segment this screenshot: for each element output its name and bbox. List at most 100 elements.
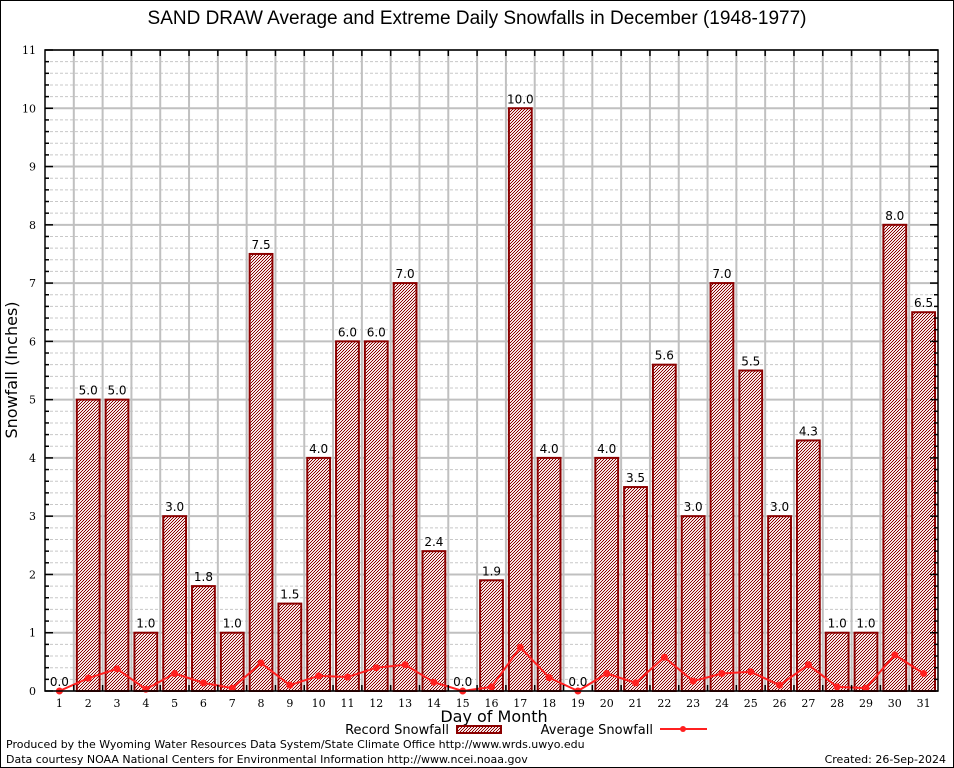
x-tick-label: 9 (286, 697, 293, 710)
bar-label: 7.0 (396, 267, 415, 281)
bars (75, 107, 936, 693)
bar (162, 515, 188, 692)
chart-title: SAND DRAW Average and Extreme Daily Snow… (147, 8, 807, 29)
y-tick-label: 7 (29, 277, 36, 290)
bar (651, 363, 677, 692)
x-axis-label: Day of Month (440, 707, 547, 726)
x-tick-label: 14 (427, 697, 441, 710)
x-tick-label: 5 (171, 697, 178, 710)
legend: Record Snowfall Average Snowfall (345, 723, 707, 738)
y-tick-label: 11 (22, 44, 36, 57)
x-tick-label: 6 (200, 697, 207, 710)
average-point (84, 674, 92, 682)
y-tick-label: 5 (29, 394, 36, 407)
average-point (632, 679, 640, 687)
credit-line-2: Data courtesy NOAA National Centers for … (6, 753, 528, 766)
bar-label: 6.5 (914, 296, 933, 310)
average-point (199, 679, 207, 687)
average-point (804, 661, 812, 669)
average-point (488, 683, 495, 691)
bar (536, 456, 562, 692)
x-tick-label: 27 (801, 697, 815, 710)
x-tick-label: 28 (830, 697, 844, 710)
x-tick-label: 31 (917, 697, 931, 710)
y-tick-label: 4 (29, 452, 36, 465)
bar (507, 107, 533, 693)
bar (248, 252, 274, 692)
x-tick-label: 18 (542, 697, 556, 710)
x-tick-label: 7 (229, 697, 236, 710)
x-tick-label: 2 (85, 697, 92, 710)
average-point (718, 670, 726, 678)
bar-label: 6.0 (367, 325, 386, 339)
bar-label: 3.5 (626, 471, 645, 485)
bar (853, 631, 879, 693)
bar-label: 7.5 (252, 238, 271, 252)
average-point (286, 681, 294, 689)
x-tick-label: 19 (571, 697, 585, 710)
bar-label: 1.8 (194, 570, 213, 584)
bar (392, 282, 418, 692)
average-point (171, 670, 179, 678)
bar-label: 0.0 (568, 675, 587, 689)
created-date: Created: 26-Sep-2024 (824, 753, 946, 766)
y-tick-label: 10 (22, 102, 36, 115)
average-point (401, 661, 409, 669)
legend-label-average: Average Snowfall (541, 723, 653, 738)
x-tick-label: 15 (456, 697, 470, 710)
bar (363, 340, 389, 692)
bar (882, 223, 908, 692)
x-tick-label: 24 (715, 697, 729, 710)
average-point (228, 684, 236, 692)
average-point (372, 664, 380, 672)
x-tick-label: 10 (312, 697, 326, 710)
bar (795, 439, 821, 692)
x-tick-label: 16 (485, 697, 499, 710)
bar (709, 282, 735, 692)
legend-label-record: Record Snowfall (345, 723, 449, 738)
bar (335, 340, 360, 692)
y-tick-label: 8 (29, 219, 36, 232)
y-axis-label: Snowfall (Inches) (2, 301, 21, 438)
bar-label: 6.0 (338, 325, 357, 339)
x-tick-label: 25 (744, 697, 758, 710)
bar-label: 10.0 (507, 92, 534, 106)
x-tick-label: 21 (629, 697, 643, 710)
x-tick-label: 20 (600, 697, 614, 710)
bar (594, 456, 620, 692)
average-point (430, 678, 438, 686)
average-point (776, 681, 784, 689)
bar (104, 398, 130, 692)
x-tick-label: 17 (513, 697, 527, 710)
y-tick-label: 9 (29, 161, 36, 174)
legend-marker-average (680, 726, 686, 732)
bar-label: 2.4 (424, 535, 443, 549)
bar (911, 311, 936, 692)
bar (680, 515, 706, 692)
x-tick-label: 1 (56, 697, 63, 710)
average-point (862, 684, 870, 692)
y-tick-label: 0 (29, 685, 36, 698)
y-tick-label: 2 (29, 568, 36, 581)
bar-label: 5.0 (107, 384, 126, 398)
bar-label: 7.0 (712, 267, 731, 281)
bar (738, 369, 764, 692)
axes (44, 49, 939, 692)
bar-labels: 0.0 5.0 5.0 1.0 3.0 1.8 1.0 7.5 1.5 4.0 6.0 6.0 7.0 2… (50, 92, 933, 689)
x-tick-label: 29 (859, 697, 873, 710)
bar (191, 585, 216, 692)
average-point (257, 659, 265, 667)
bar-label: 1.5 (280, 588, 299, 602)
credit-line-1: Produced by the Wyoming Water Resources … (6, 738, 585, 751)
average-point (603, 670, 611, 678)
average-point (833, 683, 841, 691)
average-point (920, 670, 928, 678)
x-tick-label: 30 (888, 697, 902, 710)
bar-label: 0.0 (50, 675, 69, 689)
x-tick-label: 22 (657, 697, 671, 710)
bar-label: 5.5 (741, 355, 760, 369)
average-point (891, 651, 899, 659)
bar (767, 515, 792, 692)
y-tick-label: 6 (29, 335, 36, 348)
bar-label: 8.0 (885, 209, 904, 223)
